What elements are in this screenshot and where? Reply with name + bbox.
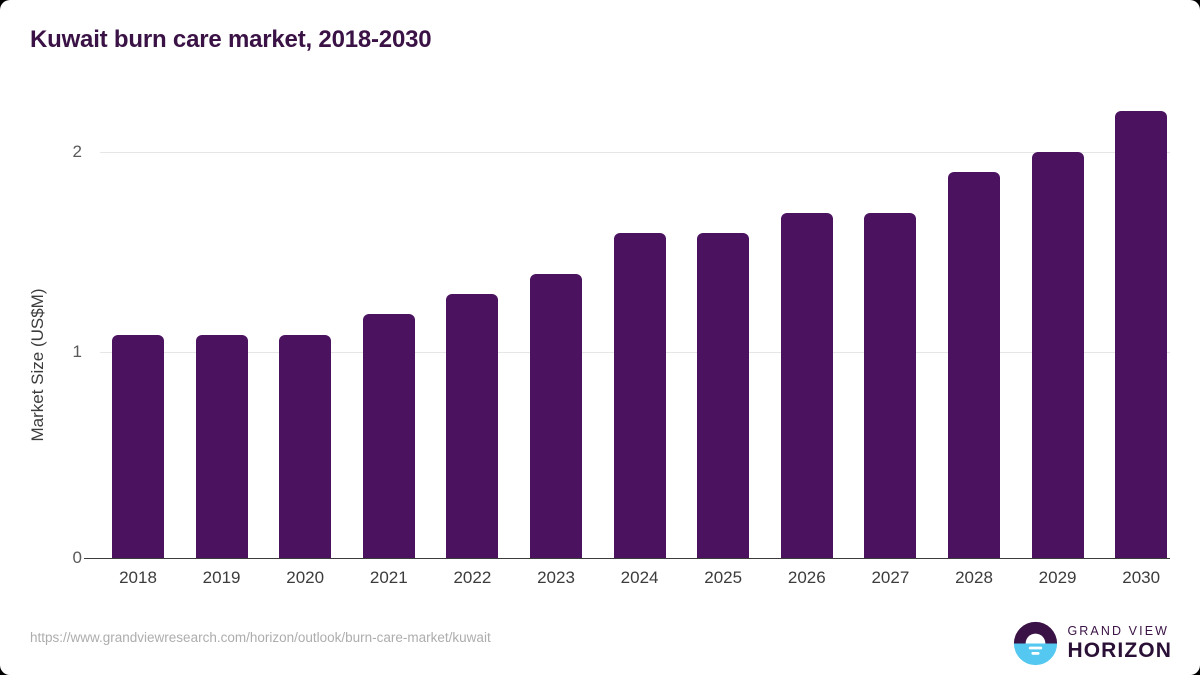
x-tick-label-2030: 2030 [1122,568,1161,587]
x-tick-label-2020: 2020 [286,568,325,587]
gridline-2 [100,152,1170,153]
x-tick-label-2022: 2022 [453,568,492,587]
logo-wordmark: GRAND VIEW HORIZON [1067,625,1172,662]
x-tick-label-2019: 2019 [202,568,241,587]
y-tick-label-2: 2 [72,142,82,161]
horizon-circle-icon [1014,621,1058,665]
x-tick-label-2029: 2029 [1038,568,1077,587]
grand-view-horizon-logo: GRAND VIEW HORIZON [1013,620,1172,666]
bar-2026[interactable] [780,212,833,558]
x-tick-label-2024: 2024 [620,568,659,587]
bar-2024[interactable] [613,233,666,558]
x-tick-label-2023: 2023 [537,568,575,587]
y-tick-label-0: 0 [72,548,82,567]
logo-text-grand-view: GRAND VIEW [1067,623,1170,638]
y-axis-title: Market Size (US$M) [28,288,47,442]
bar-2028[interactable] [948,172,1000,558]
bar-2030[interactable] [1115,111,1168,558]
bar-2022[interactable] [446,294,499,558]
bar-2018[interactable] [112,334,164,558]
page-title: Kuwait burn care market, 2018-2030 [30,26,432,53]
bar-2021[interactable] [362,314,415,558]
x-tick-label-2027: 2027 [871,568,910,587]
y-tick-label-1: 1 [72,342,82,361]
bar-2020[interactable] [279,334,332,558]
source-url-text: https://www.grandviewresearch.com/horizo… [30,630,491,645]
bar-2029[interactable] [1031,152,1084,558]
x-tick-label-2028: 2028 [955,568,993,587]
bar-2027[interactable] [864,212,917,558]
x-tick-label-2018: 2018 [119,568,157,587]
x-tick-label-2025: 2025 [704,568,743,587]
x-tick-label-2021: 2021 [369,568,408,587]
bar-2023[interactable] [530,273,582,558]
bar-2019[interactable] [195,334,248,558]
x-tick-label-2026: 2026 [787,568,826,587]
logo-text-horizon: HORIZON [1067,639,1172,663]
x-axis-baseline [84,558,1170,559]
bar-2025[interactable] [697,233,750,558]
